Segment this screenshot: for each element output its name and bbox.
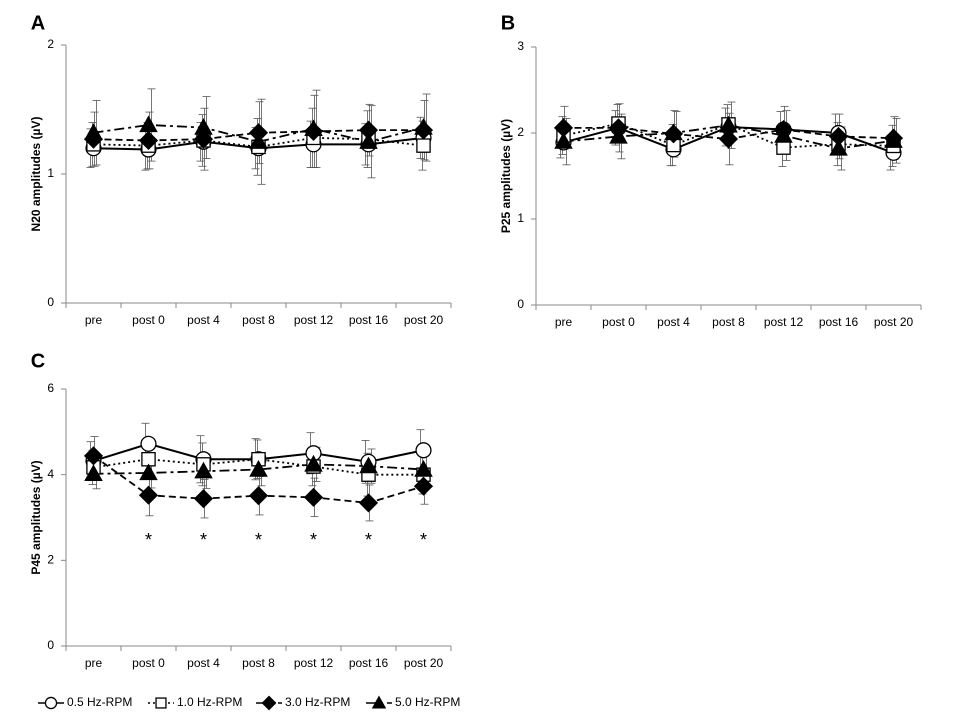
x-tick-label: post 16	[819, 315, 859, 329]
data-point-triangle	[719, 115, 738, 133]
panel-letter: A	[31, 12, 45, 34]
chart-panels: A 0 1 2 pre post 0 post 4 post 8 post 12 post 16 p…	[29, 12, 922, 670]
legend: 0.5 Hz-RPM 1.0 Hz-RPM 3.0 Hz-RPM 5.0 Hz-RPM	[38, 695, 460, 711]
x-tick-label: pre	[555, 315, 573, 329]
y-tick-label: 2	[47, 553, 54, 567]
x-tick-label: post 20	[404, 313, 444, 327]
x-tick-label: post 8	[712, 315, 745, 329]
data-point-triangle	[359, 456, 378, 474]
legend-label: 0.5 Hz-RPM	[67, 695, 132, 709]
x-tick-label: post 4	[657, 315, 690, 329]
legend-marker-circle	[44, 696, 58, 710]
data-point-square	[776, 140, 791, 155]
data-point-diamond	[303, 487, 324, 507]
data-point-diamond	[138, 485, 159, 505]
data-point-triangle	[609, 126, 628, 144]
data-point-diamond	[718, 129, 739, 149]
x-tick-label: post 4	[187, 656, 220, 670]
y-tick-label: 4	[47, 467, 54, 481]
legend-label: 3.0 Hz-RPM	[285, 695, 350, 709]
x-tick-label: post 4	[187, 313, 220, 327]
x-tick-label: post 0	[132, 313, 165, 327]
panel-b: B 0 1 2 3 pre post 0 post 4 post 8 post 12 post 16…	[499, 12, 922, 329]
x-tick-label: post 12	[294, 656, 334, 670]
y-tick-label: 1	[47, 166, 54, 180]
data-point-triangle	[194, 461, 213, 479]
panel-letter: C	[31, 350, 45, 372]
data-point-diamond	[138, 130, 159, 151]
x-tick-label: post 20	[874, 315, 914, 329]
legend-item: 5.0 Hz-RPM	[366, 695, 460, 709]
x-tick-label: post 8	[242, 313, 275, 327]
significance-asterisk: *	[420, 530, 427, 550]
x-tick-label: post 12	[764, 315, 804, 329]
legend-label: 1.0 Hz-RPM	[177, 695, 242, 709]
significance-asterisk: *	[310, 530, 317, 550]
data-point-square	[416, 138, 431, 153]
panel-a: A 0 1 2 pre post 0 post 4 post 8 post 12 post 16 p…	[29, 12, 452, 327]
data-point-triangle	[829, 138, 848, 156]
data-point-diamond	[193, 489, 214, 509]
data-point-diamond	[248, 486, 269, 506]
data-point-triangle	[359, 132, 378, 149]
y-tick-label: 0	[47, 638, 54, 652]
legend-marker-diamond	[261, 695, 277, 711]
y-axis-label: N20 amplitudes (µV)	[29, 117, 43, 232]
panel-letter: B	[501, 12, 515, 34]
data-point-triangle	[414, 460, 433, 477]
x-tick-label: post 12	[294, 313, 334, 327]
legend-marker-triangle	[371, 695, 387, 709]
data-point-triangle	[664, 123, 683, 141]
data-point-triangle	[884, 131, 903, 148]
data-point-triangle	[249, 460, 268, 477]
significance-asterisk: *	[145, 530, 152, 550]
data-point-diamond	[193, 129, 214, 149]
data-point-triangle	[304, 119, 323, 137]
x-tick-label: post 0	[132, 656, 165, 670]
legend-item: 0.5 Hz-RPM	[38, 695, 132, 710]
legend-marker-square	[155, 697, 167, 709]
y-tick-label: 2	[47, 37, 54, 51]
y-tick-label: 1	[517, 211, 524, 225]
panel-c: C 0 2 4 6 pre post 0 post 4 post 8 post 12 post 16…	[29, 350, 452, 670]
data-point-triangle	[139, 463, 158, 481]
data-point-circle	[415, 442, 432, 459]
data-point-triangle	[774, 126, 793, 143]
x-tick-label: post 0	[602, 315, 635, 329]
legend-item: 1.0 Hz-RPM	[148, 695, 242, 709]
data-point-triangle	[139, 115, 158, 133]
significance-asterisk: *	[365, 530, 372, 550]
x-tick-label: pre	[85, 656, 103, 670]
y-tick-label: 3	[517, 39, 524, 53]
y-tick-label: 0	[517, 297, 524, 311]
y-axis-label: P45 amplitudes (µV)	[29, 460, 43, 574]
y-axis-label: P25 amplitudes (µV)	[499, 119, 513, 233]
data-point-circle	[140, 435, 157, 452]
legend-label: 5.0 Hz-RPM	[395, 695, 460, 709]
data-point-triangle	[84, 123, 103, 140]
data-point-triangle	[84, 464, 103, 481]
legend-item: 3.0 Hz-RPM	[256, 695, 350, 711]
data-point-triangle	[554, 132, 573, 149]
x-tick-label: post 20	[404, 656, 444, 670]
y-tick-label: 6	[47, 381, 54, 395]
y-tick-label: 0	[47, 295, 54, 309]
significance-asterisk: *	[255, 530, 262, 550]
x-tick-label: post 16	[349, 656, 389, 670]
data-point-triangle	[414, 118, 433, 135]
significance-asterisk: *	[200, 530, 207, 550]
x-tick-label: post 8	[242, 656, 275, 670]
data-point-triangle	[249, 132, 268, 149]
data-point-triangle	[194, 118, 213, 135]
x-tick-label: pre	[85, 313, 103, 327]
x-tick-label: post 16	[349, 313, 389, 327]
data-point-diamond	[413, 476, 434, 496]
data-point-diamond	[358, 493, 379, 513]
data-point-triangle	[304, 454, 323, 472]
y-tick-label: 2	[517, 125, 524, 139]
